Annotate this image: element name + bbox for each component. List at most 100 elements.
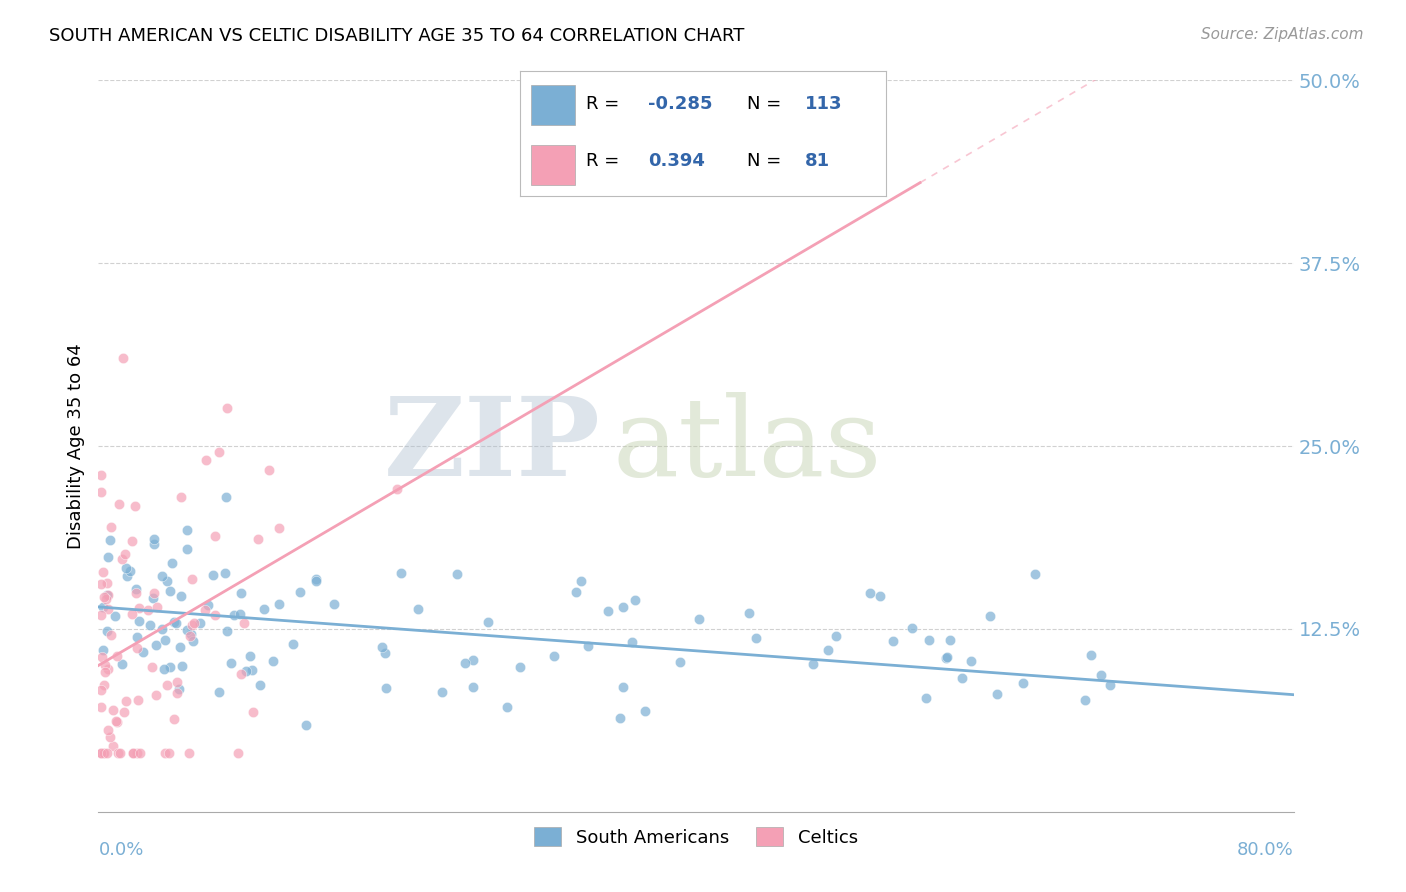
Point [128,600,150,615]
Point [249,678,271,692]
Point [167,681,190,696]
Point [224,608,246,623]
Point [90,608,112,623]
Point [262,654,284,668]
Point [239,649,262,664]
Point [1099,678,1122,692]
Point [208,684,231,698]
Point [101,703,124,717]
Point [176,523,198,537]
Point [1024,567,1046,582]
Point [121,607,143,622]
Point [96,588,118,602]
Point [90,683,112,698]
Point [181,572,204,586]
Point [215,624,238,638]
Point [408,602,430,616]
Point [124,499,146,513]
Point [231,667,253,681]
Point [229,607,252,621]
Point [90,746,112,760]
Point [204,607,226,622]
Text: N =: N = [747,153,787,170]
Point [169,640,191,654]
Point [153,662,176,676]
Point [108,497,131,511]
Point [194,603,217,617]
Point [150,622,173,636]
Point [165,615,187,630]
Point [90,484,112,499]
Point [183,616,205,631]
Point [160,556,183,570]
Point [374,681,396,695]
Point [914,690,936,705]
Point [935,651,957,665]
Point [939,632,962,647]
Text: 0.0%: 0.0% [98,841,143,859]
Point [90,746,112,760]
Point [935,650,957,665]
Point [267,521,290,535]
Point [132,645,155,659]
Point [156,678,179,692]
Point [197,599,219,613]
Y-axis label: Disability Age 35 to 64: Disability Age 35 to 64 [66,343,84,549]
Point [141,660,163,674]
Point [918,632,941,647]
Point [578,639,600,653]
Point [97,601,120,615]
Point [163,712,186,726]
Point [295,718,318,732]
Point [170,490,193,504]
Point [569,574,592,589]
Point [157,746,180,760]
Point [96,575,118,590]
Point [127,693,149,707]
Point [232,615,254,630]
Point [115,569,138,583]
Point [91,643,114,657]
Point [125,630,148,644]
Point [114,561,136,575]
Point [235,664,257,678]
Point [950,671,973,685]
Point [136,603,159,617]
Point [430,685,453,699]
Point [139,618,162,632]
Point [146,600,169,615]
Point [112,705,135,719]
Point [247,532,270,546]
Point [114,694,136,708]
Point [94,592,117,607]
Point [446,566,468,581]
Point [94,657,117,672]
Point [107,746,129,760]
Point [229,586,252,600]
Point [110,552,132,566]
Point [801,657,824,671]
Point [370,640,392,654]
Point [253,601,276,615]
Point [281,637,304,651]
Point [669,655,692,669]
Point [93,678,115,692]
Point [688,612,710,626]
Point [188,616,211,631]
Point [166,675,188,690]
Point [201,567,224,582]
Point [214,566,236,581]
Point [176,623,198,637]
Point [90,650,112,665]
Point [93,746,115,760]
Point [90,577,112,591]
Point [104,609,127,624]
Point [122,746,145,760]
Point [93,590,115,604]
Point [882,634,904,648]
Point [96,589,118,603]
Point [322,597,344,611]
Point [177,746,200,760]
Point [219,657,242,671]
Point [98,730,121,744]
